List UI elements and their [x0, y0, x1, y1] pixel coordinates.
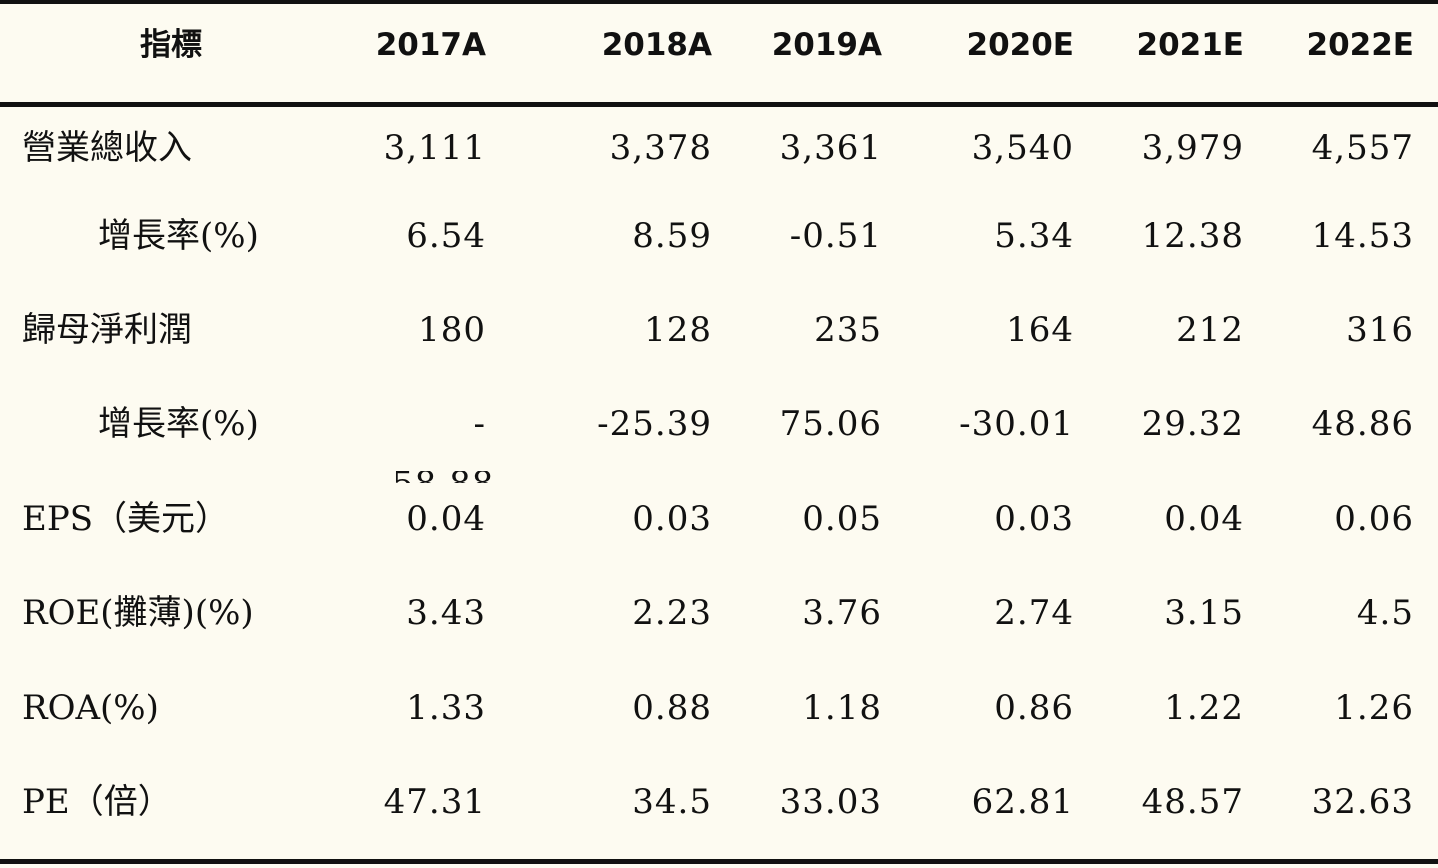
table-cell: 48.57 [1141, 782, 1244, 822]
table-row-revenue: 營業總收入 3,111 3,378 3,361 3,540 3,979 4,55… [0, 107, 1438, 201]
table-cell: 1.22 [1164, 688, 1244, 728]
table-cell: 0.05 [802, 499, 882, 539]
table-cell: -25.39 [597, 404, 712, 444]
row-label: 營業總收入 [22, 128, 192, 168]
table-cell: 212 [1176, 310, 1244, 350]
table-row-roa: ROA(%) 1.33 0.88 1.18 0.86 1.22 1.26 [0, 667, 1438, 761]
table-cell: 34.5 [632, 782, 712, 822]
table-cell: 2.23 [632, 593, 712, 633]
table-cell: 164 [1006, 310, 1074, 350]
table-cell: 12.38 [1141, 216, 1244, 256]
table-cell: 8.59 [632, 216, 712, 256]
table-top-rule [0, 0, 1438, 4]
header-year-2022: 2022E [1306, 27, 1414, 63]
row-label: EPS（美元） [22, 499, 229, 539]
table-cell: - [473, 404, 486, 444]
header-rule [0, 102, 1438, 107]
table-row-revenue-growth: 增長率(%) 6.54 8.59 -0.51 5.34 12.38 14.53 [0, 195, 1438, 289]
table-cell: 3,111 [383, 128, 486, 168]
table-cell: 0.03 [632, 499, 712, 539]
table-cell: 1.33 [406, 688, 486, 728]
clipped-overflow-text: 58.88 [392, 471, 492, 483]
table-row-eps: EPS（美元） 0.04 0.03 0.05 0.03 0.04 0.06 [0, 478, 1438, 572]
table-cell: 3.76 [802, 593, 882, 633]
table-row-pe: PE（倍） 47.31 34.5 33.03 62.81 48.57 32.63 [0, 761, 1438, 855]
table-cell: 3,540 [971, 128, 1074, 168]
header-year-2021: 2021E [1136, 27, 1244, 63]
table-cell: 316 [1346, 310, 1414, 350]
table-cell: 6.54 [406, 216, 486, 256]
table-cell: 0.04 [1164, 499, 1244, 539]
table-cell: 1.18 [802, 688, 882, 728]
clipped-overflow-value: 58.88 [392, 471, 492, 483]
table-cell: 0.03 [994, 499, 1074, 539]
table-cell: 2.74 [994, 593, 1074, 633]
table-header-row: 指標 2017A 2018A 2019A 2020E 2021E 2022E [0, 4, 1438, 102]
row-label: 歸母淨利潤 [22, 310, 192, 350]
table-cell: 32.63 [1311, 782, 1414, 822]
table-cell: 4.5 [1356, 593, 1414, 633]
table-cell: 62.81 [971, 782, 1074, 822]
row-label: PE（倍） [22, 782, 172, 822]
table-cell: 29.32 [1141, 404, 1244, 444]
table-cell: 0.06 [1334, 499, 1414, 539]
table-cell: 3.15 [1164, 593, 1244, 633]
table-cell: 0.86 [994, 688, 1074, 728]
header-year-2018: 2018A [601, 27, 712, 63]
header-year-2020: 2020E [966, 27, 1074, 63]
table-cell: 3,361 [779, 128, 882, 168]
table-cell: 3,378 [609, 128, 712, 168]
row-label: 增長率(%) [98, 216, 259, 256]
header-indicator: 指標 [140, 27, 202, 63]
table-cell: 235 [814, 310, 882, 350]
table-cell: 128 [644, 310, 712, 350]
table-cell: 47.31 [383, 782, 486, 822]
header-year-2019: 2019A [771, 27, 882, 63]
table-cell: 48.86 [1311, 404, 1414, 444]
row-label: ROA(%) [22, 688, 159, 728]
table-cell: 5.34 [994, 216, 1074, 256]
table-cell: 180 [418, 310, 486, 350]
table-cell: 75.06 [779, 404, 882, 444]
header-year-2017: 2017A [375, 27, 486, 63]
row-label: 增長率(%) [98, 404, 259, 444]
table-row-net-profit: 歸母淨利潤 180 128 235 164 212 316 [0, 289, 1438, 383]
table-cell: 33.03 [779, 782, 882, 822]
table-cell: -30.01 [959, 404, 1074, 444]
table-row-profit-growth: 增長率(%) - -25.39 75.06 -30.01 29.32 48.86 [0, 383, 1438, 477]
table-cell: 1.26 [1334, 688, 1414, 728]
table-cell: 0.04 [406, 499, 486, 539]
table-cell: 0.88 [632, 688, 712, 728]
row-label: ROE(攤薄)(%) [22, 593, 254, 633]
table-cell: 3.43 [406, 593, 486, 633]
table-cell: 14.53 [1311, 216, 1414, 256]
table-cell: 4,557 [1311, 128, 1414, 168]
table-bottom-rule [0, 859, 1438, 864]
table-cell: 3,979 [1141, 128, 1244, 168]
table-cell: -0.51 [789, 216, 882, 256]
table-row-roe: ROE(攤薄)(%) 3.43 2.23 3.76 2.74 3.15 4.5 [0, 572, 1438, 666]
